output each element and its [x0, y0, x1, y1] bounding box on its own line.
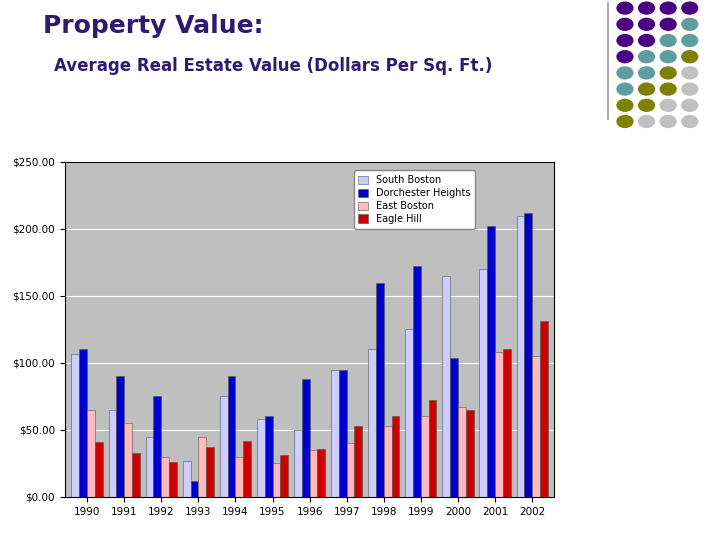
Bar: [310, 450, 318, 497]
Bar: [495, 352, 503, 497]
Bar: [384, 426, 392, 497]
Bar: [265, 416, 272, 497]
Bar: [71, 354, 79, 497]
Bar: [191, 481, 198, 497]
Bar: [153, 396, 161, 497]
Bar: [347, 443, 354, 497]
Bar: [117, 376, 124, 497]
Bar: [302, 379, 310, 497]
Bar: [428, 400, 436, 497]
Bar: [124, 423, 132, 497]
Bar: [257, 419, 265, 497]
Bar: [272, 463, 280, 497]
Bar: [235, 457, 243, 497]
Bar: [532, 356, 540, 497]
Bar: [145, 436, 153, 497]
Bar: [109, 410, 117, 497]
Bar: [487, 226, 495, 497]
Bar: [540, 321, 548, 497]
Bar: [132, 453, 140, 497]
Bar: [405, 329, 413, 497]
Bar: [503, 349, 510, 497]
Text: Property Value:: Property Value:: [43, 14, 264, 37]
Bar: [79, 349, 87, 497]
Legend: South Boston, Dorchester Heights, East Boston, Eagle Hill: South Boston, Dorchester Heights, East B…: [354, 170, 475, 228]
Bar: [376, 282, 384, 497]
Bar: [331, 369, 339, 497]
Bar: [421, 416, 428, 497]
Bar: [169, 462, 177, 497]
Bar: [442, 276, 450, 497]
Bar: [198, 436, 206, 497]
Bar: [161, 457, 169, 497]
Bar: [354, 426, 362, 497]
Bar: [95, 442, 103, 497]
Bar: [524, 213, 532, 497]
Bar: [392, 416, 400, 497]
Bar: [318, 449, 325, 497]
Bar: [228, 376, 235, 497]
Bar: [183, 461, 191, 497]
Bar: [466, 410, 474, 497]
Bar: [243, 441, 251, 497]
Bar: [206, 447, 214, 497]
Bar: [458, 407, 466, 497]
Bar: [220, 396, 228, 497]
Bar: [294, 430, 302, 497]
Bar: [450, 357, 458, 497]
Bar: [339, 369, 347, 497]
Bar: [280, 455, 288, 497]
Text: Average Real Estate Value (Dollars Per Sq. Ft.): Average Real Estate Value (Dollars Per S…: [54, 57, 492, 75]
Bar: [516, 215, 524, 497]
Bar: [368, 349, 376, 497]
Bar: [413, 266, 421, 497]
Bar: [480, 269, 487, 497]
Bar: [87, 410, 95, 497]
